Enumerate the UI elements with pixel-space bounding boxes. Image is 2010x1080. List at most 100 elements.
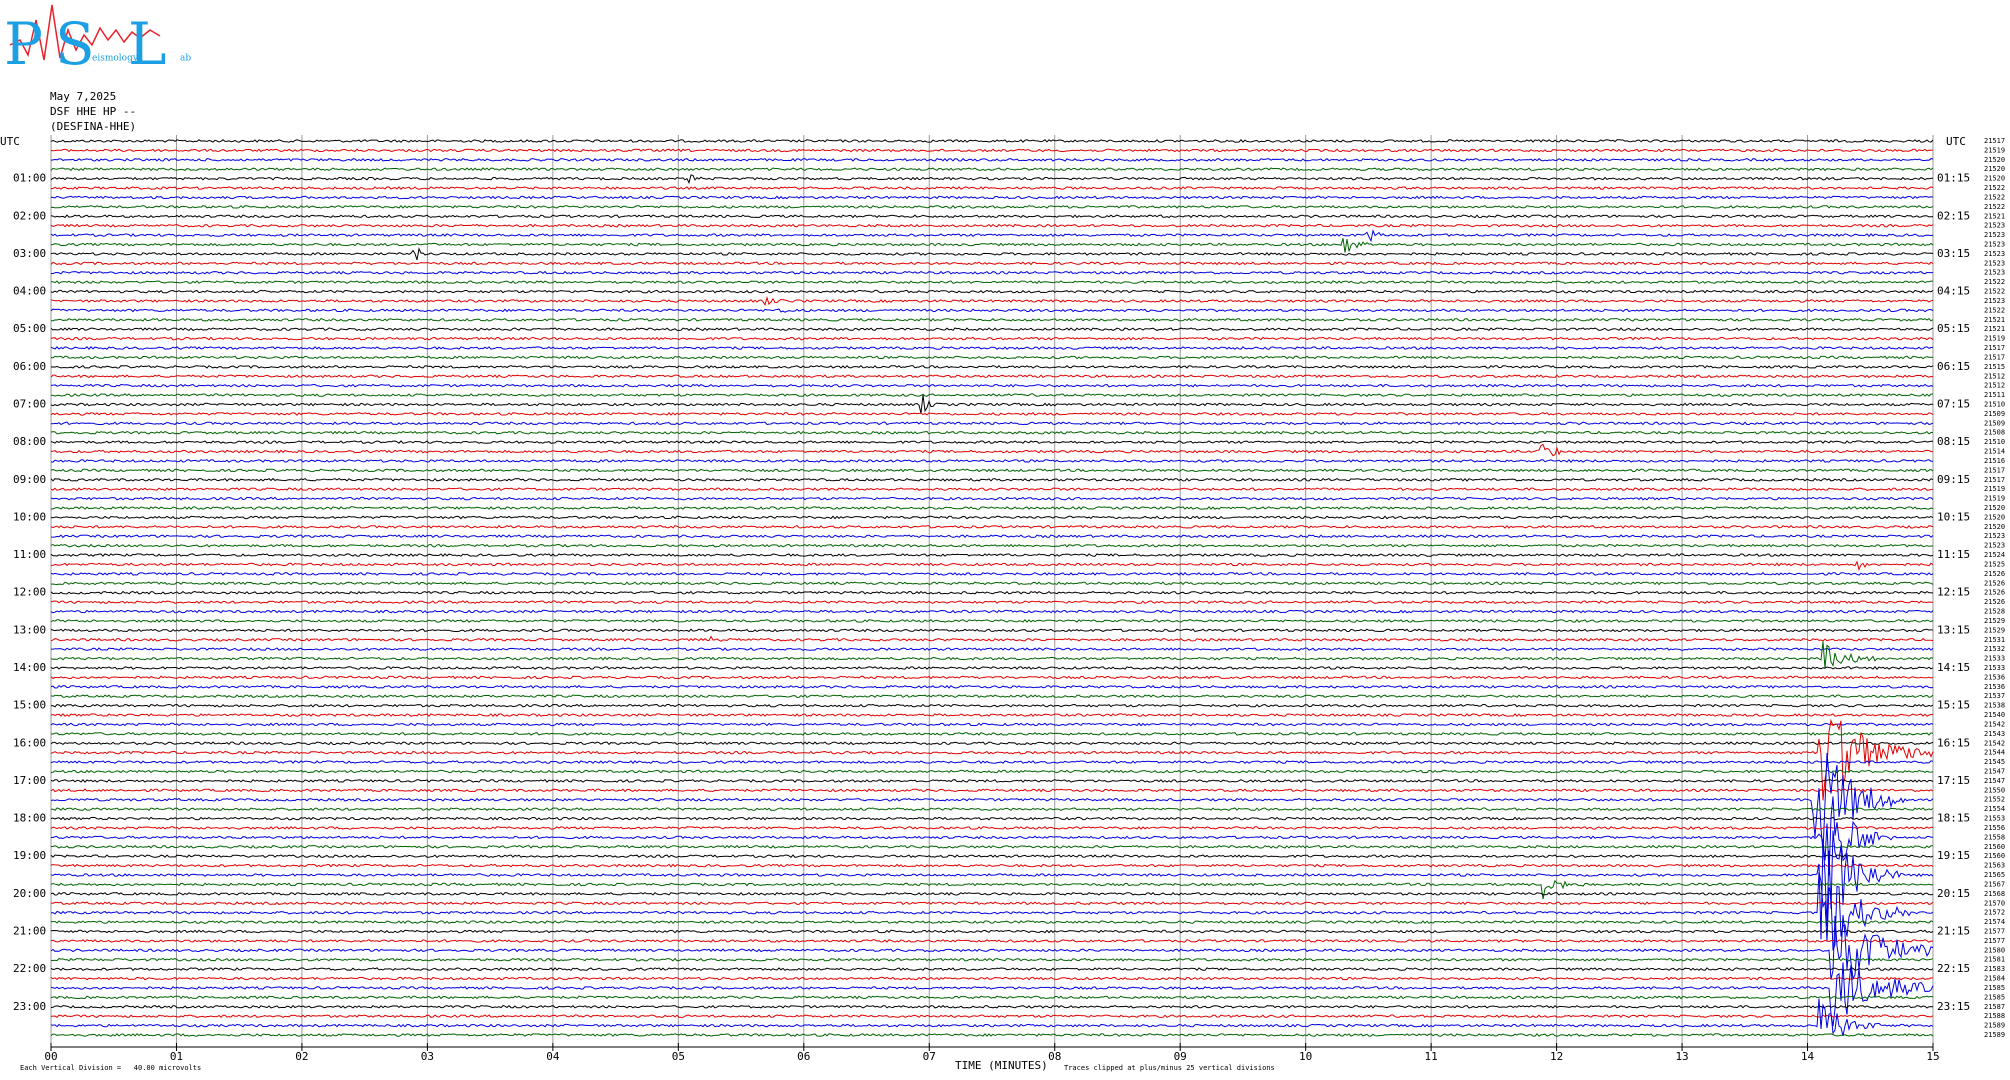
x-tick-label: 04 xyxy=(546,1050,560,1063)
right-hour-label: 23:15 xyxy=(1937,1000,1970,1013)
footer-scale: Each Vertical Division = 40.00 microvolt… xyxy=(20,1064,201,1072)
trace-count: 21526 xyxy=(1984,579,2005,587)
trace-count: 21589 xyxy=(1984,1031,2005,1039)
trace-count: 21522 xyxy=(1984,288,2005,296)
right-hour-label: 19:15 xyxy=(1937,849,1970,862)
trace xyxy=(50,962,1934,1027)
trace-count: 21524 xyxy=(1984,551,2005,559)
date: May 7,2025 xyxy=(50,90,116,103)
trace xyxy=(50,957,1934,962)
trace-count: 21547 xyxy=(1984,777,2005,785)
right-hour-label: 11:15 xyxy=(1937,548,1970,561)
left-hour-label: 08:00 xyxy=(13,435,46,448)
trace xyxy=(50,619,1934,623)
trace-count: 21542 xyxy=(1984,739,2005,747)
left-hour-label: 05:00 xyxy=(13,322,46,335)
x-tick-label: 14 xyxy=(1801,1050,1815,1063)
trace xyxy=(50,440,1934,445)
trace-count: 21560 xyxy=(1984,843,2005,851)
station-name: (DESFINA-HHE) xyxy=(50,120,136,133)
trace-count: 21510 xyxy=(1984,438,2005,446)
trace-count: 21520 xyxy=(1984,175,2005,183)
trace xyxy=(50,826,1934,830)
logo-squiggle xyxy=(9,4,161,61)
left-hour-label: 19:00 xyxy=(13,849,46,862)
trace xyxy=(50,295,1934,307)
trace-count: 21567 xyxy=(1984,880,2005,888)
trace-count: 21528 xyxy=(1984,608,2005,616)
trace-count: 21558 xyxy=(1984,833,2005,841)
x-tick-label: 08 xyxy=(1048,1050,1061,1063)
trace xyxy=(50,430,1934,435)
trace-count: 21543 xyxy=(1984,730,2005,738)
trace-count: 21536 xyxy=(1984,673,2005,681)
trace xyxy=(50,204,1934,209)
trace xyxy=(50,816,1934,821)
trace-count: 21587 xyxy=(1984,1003,2005,1011)
trace-count: 21517 xyxy=(1984,466,2005,474)
trace xyxy=(50,938,1934,943)
trace-count: 21523 xyxy=(1984,269,2005,277)
trace-count: 21544 xyxy=(1984,749,2005,757)
trace xyxy=(50,901,1934,906)
right-hour-label: 22:15 xyxy=(1937,962,1970,975)
x-tick-label: 13 xyxy=(1675,1050,1688,1063)
trace-count: 21520 xyxy=(1984,523,2005,531)
trace xyxy=(50,741,1934,746)
trace-count: 21508 xyxy=(1984,429,2005,437)
left-hour-label: 04:00 xyxy=(13,285,46,298)
trace xyxy=(50,477,1934,482)
trace-count: 21521 xyxy=(1984,316,2005,324)
trace-count: 21523 xyxy=(1984,259,2005,267)
trace xyxy=(50,628,1934,633)
trace-count: 21525 xyxy=(1984,560,2005,568)
trace-count: 21523 xyxy=(1984,231,2005,239)
right-hour-label: 07:15 xyxy=(1937,397,1970,410)
trace-count: 21556 xyxy=(1984,824,2005,832)
logo-letter: S xyxy=(55,10,95,78)
trace-count: 21519 xyxy=(1984,335,2005,343)
trace-count: 21523 xyxy=(1984,241,2005,249)
trace xyxy=(50,524,1934,529)
trace-count: 21533 xyxy=(1984,664,2005,672)
trace xyxy=(50,459,1934,463)
trace xyxy=(50,854,1934,859)
trace xyxy=(50,487,1934,492)
trace-count: 21529 xyxy=(1984,617,2005,625)
trace-count: 21522 xyxy=(1984,193,2005,201)
left-hour-label: 21:00 xyxy=(13,924,46,937)
trace-count: 21520 xyxy=(1984,513,2005,521)
trace xyxy=(50,515,1934,520)
trace xyxy=(50,543,1934,548)
left-hour-label: 13:00 xyxy=(13,623,46,636)
trace xyxy=(50,713,1934,717)
trace-count: 21570 xyxy=(1984,899,2005,907)
left-hour-label: 16:00 xyxy=(13,736,46,749)
trace xyxy=(50,722,1934,727)
right-hour-label: 01:15 xyxy=(1937,172,1970,185)
trace-count: 21531 xyxy=(1984,636,2005,644)
trace-count: 21514 xyxy=(1984,448,2005,456)
trace-count: 21509 xyxy=(1984,419,2005,427)
trace xyxy=(50,779,1934,783)
trace xyxy=(50,247,1934,261)
trace xyxy=(50,731,1934,736)
right-hour-label: 02:15 xyxy=(1937,209,1970,222)
trace xyxy=(50,914,1934,981)
trace-count: 21523 xyxy=(1984,542,2005,550)
trace xyxy=(50,394,1934,414)
trace-count: 21520 xyxy=(1984,504,2005,512)
trace xyxy=(50,879,1934,900)
trace-count: 21517 xyxy=(1984,353,2005,361)
trace xyxy=(50,675,1934,680)
x-axis-title: TIME (MINUTES) xyxy=(955,1059,1048,1072)
trace xyxy=(50,553,1934,557)
trace xyxy=(50,223,1934,228)
trace xyxy=(50,139,1934,143)
trace xyxy=(50,609,1934,614)
x-tick-label: 11 xyxy=(1425,1050,1438,1063)
x-tick-label: 06 xyxy=(797,1050,810,1063)
trace xyxy=(50,718,1934,801)
x-tick-label: 07 xyxy=(923,1050,936,1063)
trace-count: 21585 xyxy=(1984,984,2005,992)
